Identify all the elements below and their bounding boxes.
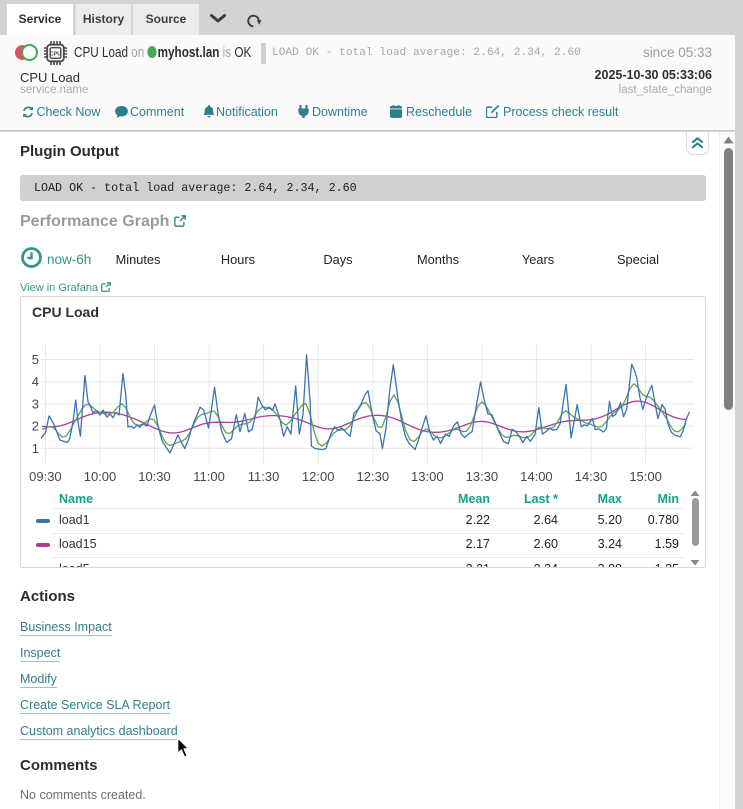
svg-text:3: 3 [32, 396, 39, 411]
svg-text:13:00: 13:00 [411, 469, 444, 484]
svg-text:14:30: 14:30 [575, 469, 608, 484]
svg-text:CPU: CPU [50, 52, 61, 58]
svg-text:14:00: 14:00 [520, 469, 553, 484]
svg-text:11:30: 11:30 [248, 469, 280, 484]
svg-text:15:00: 15:00 [629, 469, 662, 484]
svg-text:10:30: 10:30 [138, 469, 171, 484]
svg-text:2: 2 [32, 419, 39, 434]
svg-text:09:30: 09:30 [29, 469, 62, 484]
svg-text:12:00: 12:00 [302, 469, 335, 484]
svg-text:13:30: 13:30 [466, 469, 499, 484]
svg-text:1: 1 [32, 441, 39, 456]
svg-text:10:00: 10:00 [84, 469, 117, 484]
svg-text:11:00: 11:00 [193, 469, 225, 484]
svg-text:5: 5 [32, 352, 39, 367]
svg-text:4: 4 [32, 374, 39, 389]
svg-text:12:30: 12:30 [357, 469, 390, 484]
